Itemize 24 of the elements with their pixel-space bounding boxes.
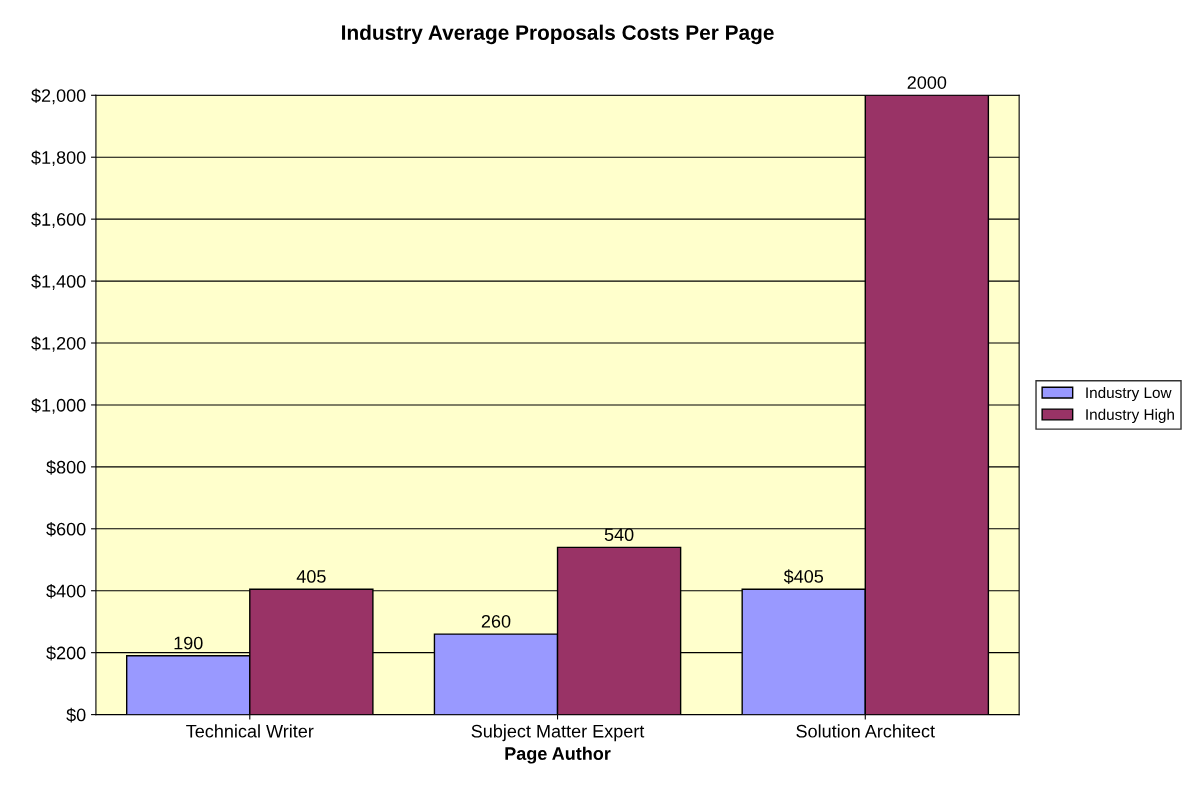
y-tick-label: $2,000	[31, 88, 86, 105]
y-tick-label: $1,200	[31, 336, 86, 352]
y-tick-label: $800	[46, 460, 86, 475]
data-label: 540	[604, 528, 634, 542]
data-label: 2000	[907, 76, 947, 89]
x-tick-label: Subject Matter Expert	[471, 724, 645, 742]
x-tick-label: Solution Architect	[796, 724, 935, 738]
y-tick-label: $200	[46, 645, 86, 661]
y-tick-label: $1,400	[31, 274, 86, 290]
legend-label: Industry High	[1086, 408, 1174, 423]
data-label: 260	[481, 614, 511, 628]
chart-title: Industry Average Proposals Costs Per Page	[342, 24, 774, 45]
y-tick-label: $400	[46, 583, 86, 599]
data-label: 405	[296, 570, 326, 583]
x-tick-label: Technical Writer	[186, 724, 314, 738]
y-tick-label: $1,800	[31, 150, 86, 167]
data-label: $405	[783, 569, 824, 584]
y-tick-label: $1,600	[31, 212, 86, 228]
y-tick-label: $600	[46, 521, 86, 537]
x-axis-title: Page Author	[505, 746, 611, 764]
legend-label: Industry Low	[1086, 386, 1172, 402]
y-tick-label: $0	[66, 707, 86, 723]
y-tick-label: $1,000	[31, 398, 86, 414]
data-label: 190	[174, 636, 203, 650]
